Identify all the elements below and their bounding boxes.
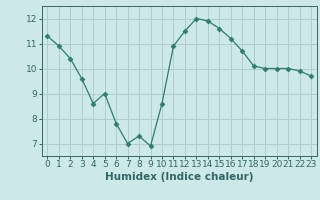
X-axis label: Humidex (Indice chaleur): Humidex (Indice chaleur) xyxy=(105,172,253,182)
